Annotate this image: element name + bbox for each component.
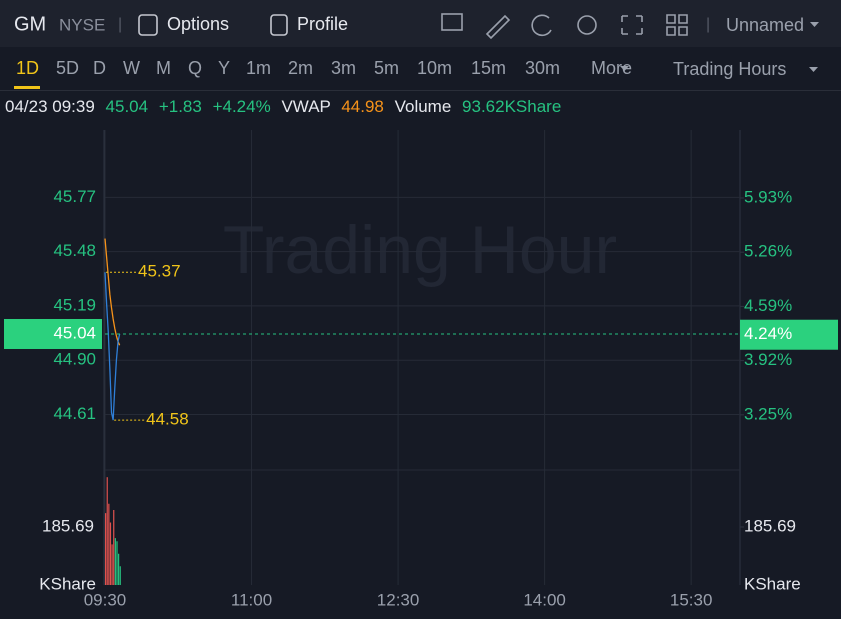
timeframe-button[interactable]: 2m bbox=[288, 58, 313, 78]
timeframe-button[interactable]: 10m bbox=[417, 58, 452, 78]
vwap-value: 44.98 bbox=[341, 97, 384, 116]
quote-change: +1.83 bbox=[159, 97, 202, 116]
y-tick-label: 44.90 bbox=[53, 350, 96, 369]
settings-icon[interactable] bbox=[577, 15, 597, 35]
timeframe-button[interactable]: 1D bbox=[16, 58, 39, 78]
last-pct-box bbox=[740, 319, 838, 350]
last-price-box bbox=[4, 318, 102, 349]
separator: | bbox=[118, 16, 122, 33]
volume-tick-label: 185.69 bbox=[42, 516, 94, 535]
y-tick-label: 45.19 bbox=[53, 295, 96, 314]
volume-bar bbox=[118, 553, 120, 585]
x-tick-label: 15:30 bbox=[670, 590, 713, 609]
indicator-icon[interactable] bbox=[441, 13, 463, 31]
timeframe-button[interactable]: 30m bbox=[525, 58, 560, 78]
options-label[interactable]: Options bbox=[167, 14, 229, 34]
last-price-label: 45.04 bbox=[53, 323, 96, 342]
profile-icon bbox=[270, 14, 288, 36]
y2-tick-label: 3.25% bbox=[744, 404, 792, 423]
series-line bbox=[104, 272, 121, 421]
toolbar-icons bbox=[441, 13, 688, 40]
quote-line: 04/23 09:39 45.04 +1.83 +4.24% VWAP 44.9… bbox=[5, 97, 561, 116]
x-tick-label: 12:30 bbox=[377, 590, 420, 609]
timeframe-button[interactable]: 5m bbox=[374, 58, 399, 78]
volume-bar bbox=[116, 541, 118, 585]
timeframe-button[interactable]: D bbox=[93, 58, 106, 78]
header-bar bbox=[0, 0, 841, 47]
session-select[interactable]: Trading Hours bbox=[673, 59, 786, 79]
more-button[interactable]: More bbox=[591, 58, 632, 78]
timeframe-bar bbox=[0, 48, 841, 90]
y2-tick-label: 4.59% bbox=[744, 296, 792, 315]
volume-bar bbox=[114, 538, 116, 585]
profile-label[interactable]: Profile bbox=[297, 14, 348, 34]
x-tick-label: 14:00 bbox=[523, 590, 566, 609]
volume-tick-label: 185.69 bbox=[744, 516, 796, 535]
draw-icon[interactable] bbox=[485, 14, 511, 40]
volume-unit: KShare bbox=[744, 574, 801, 593]
timeframe-button[interactable]: W bbox=[123, 58, 140, 78]
refresh-icon[interactable] bbox=[531, 14, 552, 37]
volume-bar bbox=[111, 544, 113, 585]
layout-icon[interactable] bbox=[666, 14, 688, 36]
y-tick-label: 45.48 bbox=[53, 241, 96, 260]
timeframe-button[interactable]: 1m bbox=[246, 58, 271, 78]
y2-tick-label: 3.92% bbox=[744, 350, 792, 369]
y-tick-label: 44.61 bbox=[53, 404, 96, 423]
x-tick-label: 11:00 bbox=[231, 590, 272, 609]
y2-tick-label: 5.93% bbox=[744, 187, 792, 206]
y-tick-label: 45.77 bbox=[53, 187, 96, 206]
last-pct-label: 4.24% bbox=[744, 324, 792, 343]
timeframe-button[interactable]: 15m bbox=[471, 58, 506, 78]
volume-bar bbox=[106, 477, 108, 585]
volume-unit: KShare bbox=[39, 574, 96, 593]
timeframe-button[interactable]: 3m bbox=[331, 58, 356, 78]
exchange: NYSE bbox=[59, 15, 105, 34]
active-underline bbox=[14, 86, 40, 89]
layout-name[interactable]: Unnamed bbox=[726, 15, 804, 35]
fullscreen-icon[interactable] bbox=[621, 15, 643, 35]
options-tab[interactable]: Options bbox=[138, 14, 229, 36]
symbol: GM bbox=[14, 13, 46, 35]
volume-bar bbox=[109, 522, 112, 585]
high-label: 45.37 bbox=[138, 262, 181, 281]
dropdown-arrow bbox=[809, 67, 818, 72]
volume-bar bbox=[105, 513, 107, 585]
series-line bbox=[104, 238, 121, 346]
x-tick-label: 09:30 bbox=[84, 590, 127, 609]
low-label: 44.58 bbox=[146, 410, 189, 429]
dropdown-arrow bbox=[810, 22, 819, 27]
timeframe-button[interactable]: Q bbox=[188, 58, 202, 78]
timeframe-button[interactable]: 5D bbox=[56, 58, 79, 78]
vwap-label: VWAP bbox=[281, 97, 330, 116]
volume-bar bbox=[108, 503, 110, 585]
watermark: Trading Hour bbox=[223, 212, 617, 288]
volume-bar bbox=[119, 566, 121, 585]
y2-tick-label: 5.26% bbox=[744, 242, 792, 261]
volume-value: 93.62KShare bbox=[462, 97, 561, 116]
separator: | bbox=[706, 16, 710, 33]
plot: 09:30 11:00 12:30 14:00 15:30 45.77 45.48 45.19… bbox=[4, 130, 838, 609]
profile-tab[interactable]: Profile bbox=[270, 14, 348, 36]
quote-price: 45.04 bbox=[106, 97, 149, 116]
quote-change-pct: +4.24% bbox=[213, 97, 271, 116]
timeframe-button[interactable]: M bbox=[156, 58, 171, 78]
quote-datetime: 04/23 09:39 bbox=[5, 97, 95, 116]
volume-bar bbox=[113, 510, 115, 585]
options-icon bbox=[138, 14, 158, 36]
dropdown-arrow bbox=[620, 66, 629, 71]
volume-label: Volume bbox=[395, 97, 452, 116]
timeframe-button[interactable]: Y bbox=[218, 58, 230, 78]
